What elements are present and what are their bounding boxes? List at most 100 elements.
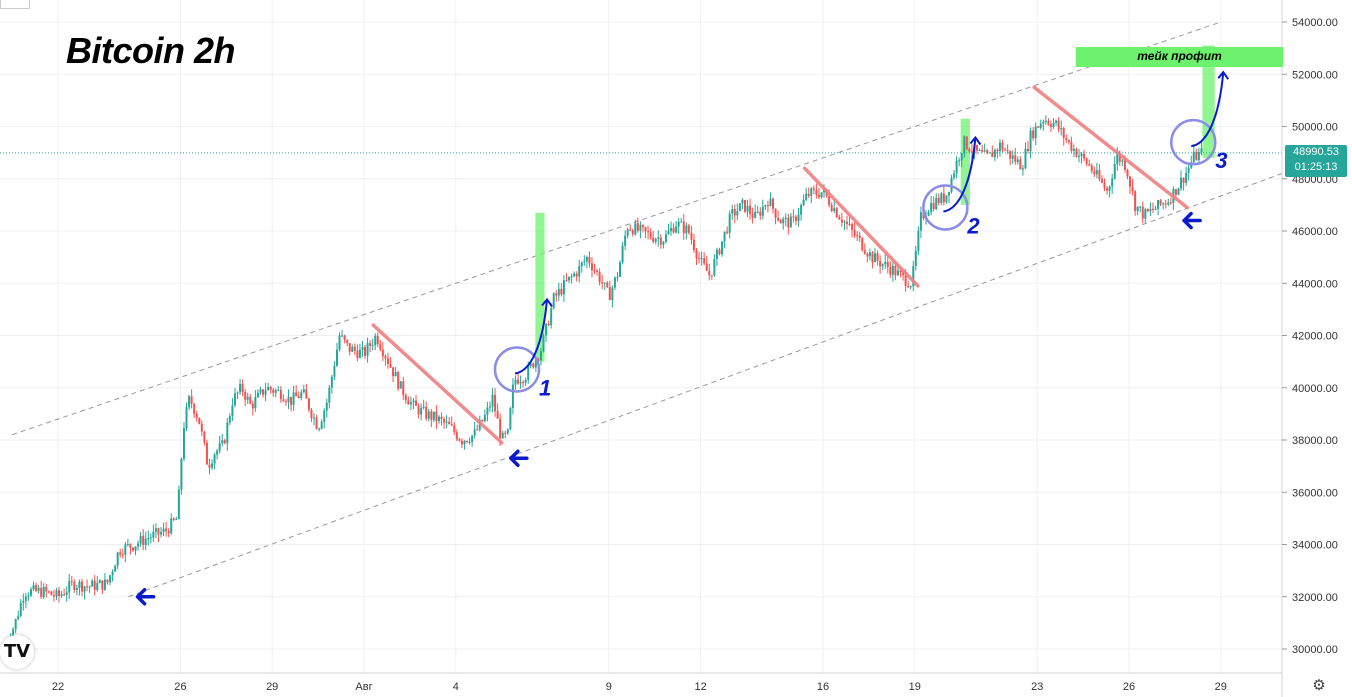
candle-body xyxy=(402,381,405,396)
candle-body xyxy=(233,393,236,406)
candle-body xyxy=(519,381,522,384)
candle-body xyxy=(310,409,313,419)
candle-body xyxy=(692,239,695,251)
candle-body xyxy=(14,619,17,630)
arrow-head-icon xyxy=(541,297,553,308)
candle-body xyxy=(68,581,71,593)
candle-body xyxy=(1098,170,1101,180)
candle-body xyxy=(244,391,247,400)
x-tick-label: 16 xyxy=(817,681,829,693)
candle-body xyxy=(453,425,456,433)
candle-body xyxy=(1139,206,1142,208)
arrow-head-icon xyxy=(1217,70,1230,80)
candle-body xyxy=(1016,159,1019,162)
y-tick-label: 34000.00 xyxy=(1292,540,1338,552)
candle-body xyxy=(603,282,606,284)
candle-body xyxy=(346,339,349,344)
y-tick-label: 40000.00 xyxy=(1292,383,1338,395)
candle-body xyxy=(756,211,759,213)
candle-body xyxy=(1021,168,1024,170)
candle-body xyxy=(284,401,287,403)
candle-body xyxy=(713,259,716,276)
candle-body xyxy=(218,443,221,451)
downtrend-line xyxy=(802,166,920,288)
candle-body xyxy=(1055,120,1058,123)
candle-body xyxy=(861,237,864,251)
candle-body xyxy=(588,256,591,264)
candle-body xyxy=(774,208,777,218)
candle-body xyxy=(871,252,874,263)
candle-body xyxy=(313,417,316,419)
candle-body xyxy=(976,144,979,151)
candle-body xyxy=(1072,148,1075,151)
candle-body xyxy=(75,588,78,591)
candle-body xyxy=(922,212,925,219)
candle-body xyxy=(950,177,953,192)
candle-body xyxy=(891,265,894,275)
candle-body xyxy=(947,191,950,196)
candle-body xyxy=(195,414,198,418)
entry-circle xyxy=(1170,118,1217,166)
candle-body xyxy=(904,275,907,287)
candle-body xyxy=(1029,130,1032,152)
candle-body xyxy=(598,272,601,283)
tradingview-logo[interactable]: TV xyxy=(0,635,34,669)
candle-body xyxy=(585,256,588,262)
candle-body xyxy=(741,200,744,204)
candle-body xyxy=(1174,189,1177,195)
candle-body xyxy=(998,142,1001,152)
candle-body xyxy=(109,575,112,583)
candle-body xyxy=(830,205,833,212)
candle-body xyxy=(866,253,869,257)
candle-body xyxy=(40,587,43,598)
candle-body xyxy=(277,389,280,391)
candle-body xyxy=(249,396,252,404)
candle-body xyxy=(1185,172,1188,183)
candle-body xyxy=(805,193,808,200)
candle-body xyxy=(573,273,576,277)
candle-body xyxy=(828,195,831,206)
candle-body xyxy=(348,343,351,352)
candle-body xyxy=(420,407,423,415)
candle-body xyxy=(1123,160,1126,170)
candle-body xyxy=(562,280,565,295)
candle-body xyxy=(815,189,818,195)
candle-body xyxy=(1032,130,1035,139)
gear-icon[interactable]: ⚙ xyxy=(1312,676,1326,694)
candle-body xyxy=(1192,151,1195,163)
candle-body xyxy=(50,591,53,596)
curved-arrow-icon xyxy=(943,137,977,213)
candle-body xyxy=(172,518,175,520)
candle-body xyxy=(374,335,377,346)
candle-body xyxy=(417,405,420,415)
candle-body xyxy=(736,211,739,216)
candle-body xyxy=(295,392,298,397)
candle-body xyxy=(448,421,451,425)
candle-body xyxy=(152,531,155,538)
candle-body xyxy=(565,280,568,282)
price-axis[interactable]: 30000.00 32000.00 34000.00 36000.00 38000.00… xyxy=(1282,17,1338,656)
candle-body xyxy=(1197,152,1200,161)
candle-body xyxy=(534,359,537,368)
candle-body xyxy=(200,423,203,432)
candle-body xyxy=(738,203,741,212)
top-tab[interactable] xyxy=(0,0,30,9)
candle-body xyxy=(228,416,231,423)
candle-body xyxy=(1159,200,1162,205)
candle-body xyxy=(817,194,820,198)
candle-body xyxy=(1078,155,1081,157)
candle-body xyxy=(58,590,61,596)
time-axis[interactable]: 22 26 29 Авг 4 9 12 16 19 23 26 29 xyxy=(52,681,1227,693)
left-arrow-icon xyxy=(1182,211,1202,230)
candle-body xyxy=(746,205,749,212)
current-price-badge: 48990.53 01:25:13 xyxy=(1285,145,1347,177)
candle-body xyxy=(820,192,823,198)
candle-body xyxy=(611,287,614,301)
candle-body xyxy=(868,252,871,257)
candle-body xyxy=(766,205,769,207)
candle-body xyxy=(978,150,981,152)
candle-body xyxy=(1136,206,1139,212)
candle-body xyxy=(991,152,994,158)
candle-body xyxy=(223,440,226,444)
